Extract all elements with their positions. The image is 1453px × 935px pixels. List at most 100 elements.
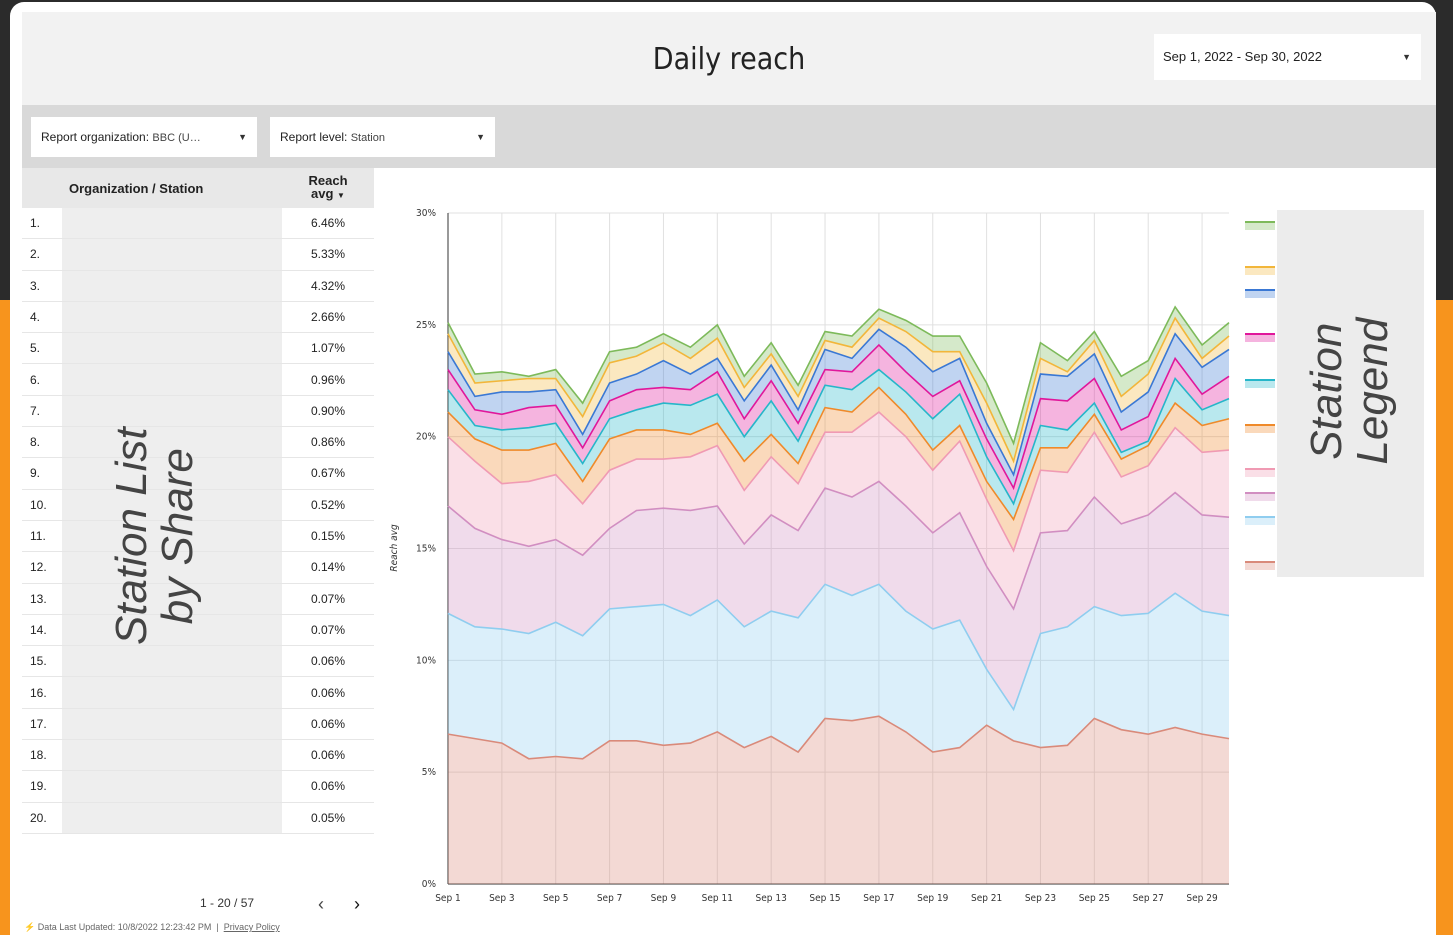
x-tick-label: Sep 19: [917, 893, 949, 904]
page: {"header":{"title":"Daily reach","date_r…: [0, 0, 1453, 935]
rank: 14.: [30, 615, 47, 645]
placeholder-text: Station Legend: [1304, 291, 1396, 491]
prev-page[interactable]: ‹: [318, 894, 324, 915]
x-tick-label: Sep 17: [863, 893, 894, 904]
reach-value: 0.06%: [311, 709, 345, 739]
legend-swatch: [1245, 267, 1275, 275]
table-row[interactable]: 5. 1.07%: [22, 333, 374, 364]
filter-value: BBC (U…: [152, 132, 200, 144]
y-axis-label: Reach avg: [389, 524, 400, 572]
y-tick-label: 10%: [416, 655, 436, 666]
x-tick-label: Sep 23: [1025, 893, 1056, 904]
reach-value: 0.07%: [311, 615, 345, 645]
rank: 19.: [30, 771, 47, 801]
next-page[interactable]: ›: [354, 894, 360, 915]
legend-swatch: [1245, 380, 1275, 388]
legend-swatch: [1245, 222, 1275, 230]
rank: 1.: [30, 208, 40, 238]
rank: 13.: [30, 584, 47, 614]
reach-value: 1.07%: [311, 333, 345, 363]
reach-value: 0.15%: [311, 521, 345, 551]
legend-swatch: [1245, 334, 1275, 342]
rank: 3.: [30, 271, 40, 301]
x-tick-label: Sep 27: [1133, 893, 1164, 904]
table-row[interactable]: 17. 0.06%: [22, 709, 374, 740]
reach-value: 0.14%: [311, 552, 345, 582]
x-tick-label: Sep 5: [543, 893, 569, 904]
table-row[interactable]: 1. 6.46%: [22, 208, 374, 239]
rank: 15.: [30, 646, 47, 676]
x-tick-label: Sep 9: [651, 893, 677, 904]
reach-value: 0.06%: [311, 740, 345, 770]
rank: 2.: [30, 239, 40, 269]
x-tick-label: Sep 15: [809, 893, 840, 904]
reach-value: 2.66%: [311, 302, 345, 332]
footer: ⚡ Data Last Updated: 10/8/2022 12:23:42 …: [24, 922, 280, 933]
rank: 5.: [30, 333, 40, 363]
x-tick-label: Sep 13: [756, 893, 787, 904]
reach-value: 0.67%: [311, 458, 345, 488]
sort-icon: ▼: [337, 191, 345, 200]
reach-value: 0.06%: [311, 646, 345, 676]
date-range-picker[interactable]: Sep 1, 2022 - Sep 30, 2022 ▼: [1154, 34, 1421, 80]
y-tick-label: 30%: [416, 208, 436, 219]
dropdown-caret: ▼: [1402, 34, 1411, 80]
reach-value: 0.06%: [311, 678, 345, 708]
column-header[interactable]: Reach avg ▼: [308, 174, 348, 202]
rank: 16.: [30, 678, 47, 708]
y-tick-label: 25%: [416, 320, 436, 331]
last-updated: Data Last Updated: 10/8/2022 12:23:42 PM: [38, 922, 212, 932]
org-filter[interactable]: Report organization: BBC (U… ▼: [31, 117, 257, 157]
reach-value: 4.32%: [311, 271, 345, 301]
reach-value: 0.52%: [311, 490, 345, 520]
reach-value: 6.46%: [311, 208, 345, 238]
table-row[interactable]: 3. 4.32%: [22, 271, 374, 302]
x-tick-label: Sep 1: [435, 893, 461, 904]
y-tick-label: 20%: [416, 432, 436, 443]
table-row[interactable]: 4. 2.66%: [22, 302, 374, 333]
rank: 6.: [30, 365, 40, 395]
reach-value: 0.05%: [311, 803, 345, 833]
level-filter[interactable]: Report level: Station ▼: [270, 117, 495, 157]
reach-value: 0.86%: [311, 427, 345, 457]
x-tick-label: Sep 21: [971, 893, 1002, 904]
filter-value: Station: [351, 132, 385, 144]
rank: 11.: [30, 521, 46, 551]
dropdown-caret: ▼: [238, 117, 247, 157]
legend-swatch: [1245, 562, 1275, 570]
x-tick-label: Sep 25: [1079, 893, 1110, 904]
table-row[interactable]: 18.0.06%: [22, 740, 374, 771]
table-row[interactable]: 6. 0.96%: [22, 365, 374, 396]
rank: 17.: [30, 709, 47, 739]
table-row[interactable]: 16. 0.06%: [22, 678, 374, 709]
reach-value: 5.33%: [311, 239, 345, 269]
filter-label: Report organization:: [41, 130, 149, 144]
y-tick-label: 5%: [422, 767, 437, 778]
filter-label: Report level:: [280, 130, 347, 144]
rank: 4.: [30, 302, 40, 332]
table-header: Organization / Station Reach avg ▼: [22, 168, 374, 208]
table-row[interactable]: 20. 0.05%: [22, 803, 374, 834]
dropdown-caret: ▼: [476, 117, 485, 157]
table-row[interactable]: 2. 5.33%: [22, 239, 374, 270]
legend-swatch: [1245, 469, 1275, 477]
rank: 9.: [30, 458, 40, 488]
rank: 10.: [30, 490, 47, 520]
rank: 20.: [30, 803, 47, 833]
reach-value: 0.07%: [311, 584, 345, 614]
date-range: Sep 1, 2022 - Sep 30, 2022: [1163, 49, 1322, 64]
reach-value: 0.90%: [311, 396, 345, 426]
column-header[interactable]: Organization / Station: [69, 181, 203, 196]
legend-swatch: [1245, 425, 1275, 433]
y-tick-label: 15%: [416, 544, 436, 555]
privacy-link[interactable]: Privacy Policy: [224, 922, 280, 932]
placeholder-text: Station List by Share: [109, 406, 201, 666]
table-row[interactable]: 19.0.06%: [22, 771, 374, 802]
x-tick-label: Sep 3: [489, 893, 515, 904]
reach-value: 0.96%: [311, 365, 345, 395]
pagination: 1 - 20 / 57: [200, 896, 300, 910]
x-tick-label: Sep 7: [597, 893, 623, 904]
rank: 8.: [30, 427, 40, 457]
rank: 7.: [30, 396, 40, 426]
